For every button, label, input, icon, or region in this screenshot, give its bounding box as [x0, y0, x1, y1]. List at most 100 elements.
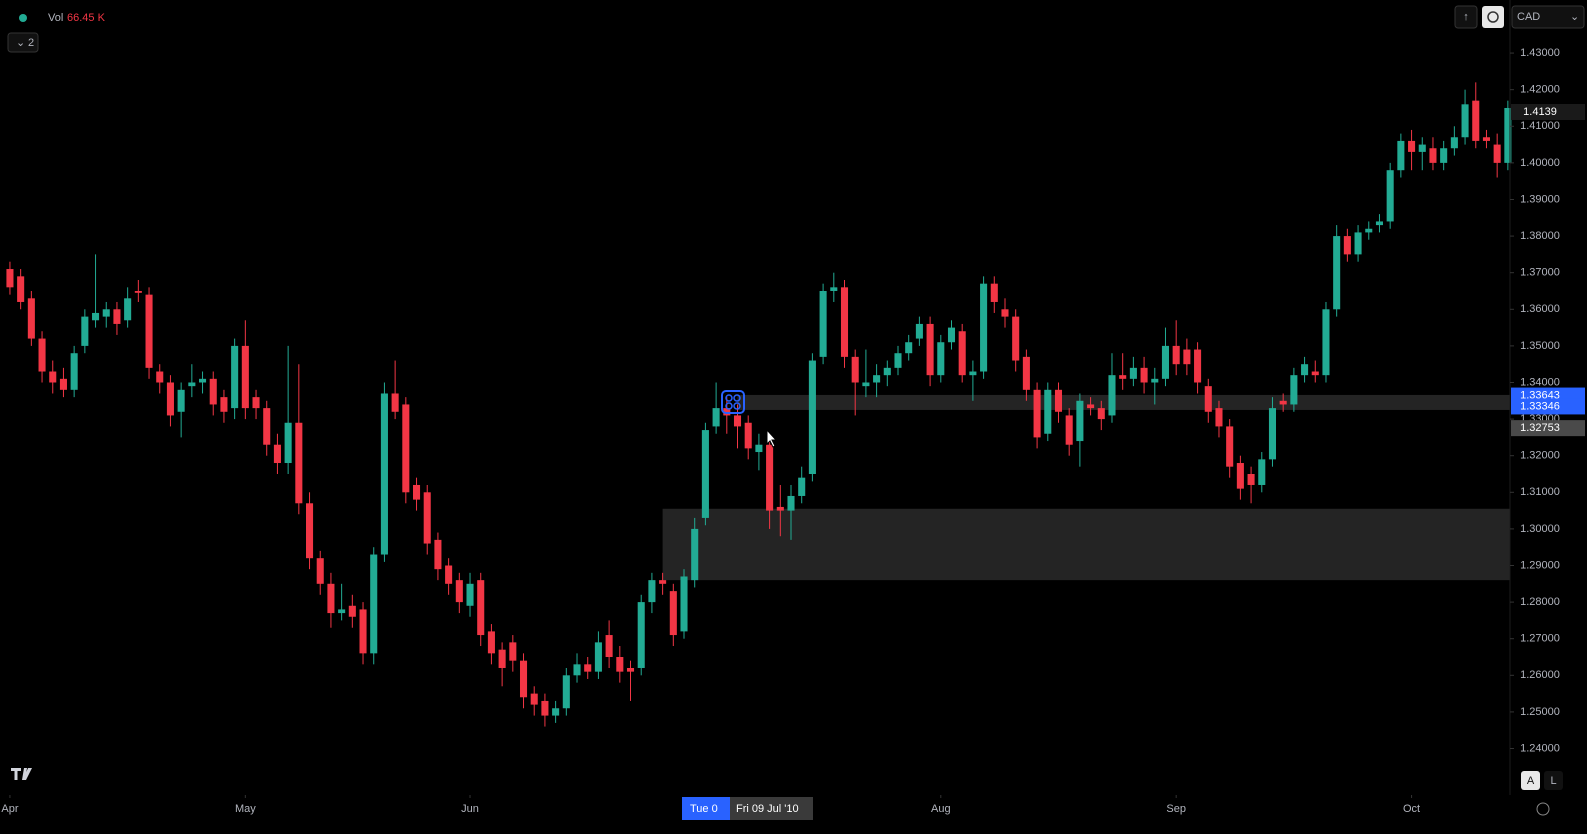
currency-button[interactable]: [1511, 5, 1585, 29]
candle-body: [455, 580, 463, 603]
y-tick-label: 1.34000: [1520, 376, 1560, 388]
candle-body: [220, 397, 228, 412]
candle-body: [1140, 367, 1148, 383]
drag-dot: [733, 402, 741, 410]
candle-body: [883, 367, 891, 376]
candle-body: [1397, 140, 1405, 171]
zone: [662, 508, 1510, 581]
candle-body: [1461, 104, 1469, 138]
candle-body: [445, 565, 453, 584]
candle-body: [1054, 389, 1063, 412]
volume-value: 66.45 K: [67, 12, 106, 24]
candle-body: [348, 605, 356, 617]
y-tick-label: 1.37000: [1520, 267, 1560, 279]
candle-body: [92, 312, 100, 321]
candle-body: [723, 408, 731, 416]
candle-body: [926, 323, 934, 376]
candle-body: [691, 528, 699, 581]
x-tick-label: Oct: [1403, 803, 1420, 815]
y-tick-label: 1.43000: [1520, 47, 1560, 59]
tv-logo: [11, 768, 32, 780]
candle-body: [124, 298, 132, 321]
candle-body: [819, 290, 827, 357]
candle-body: [81, 316, 89, 346]
candle-body: [1386, 170, 1394, 222]
y-tick-label: 1.39000: [1520, 193, 1560, 205]
candle-body: [177, 389, 185, 412]
volume-label: Vol: [48, 12, 63, 24]
y-tick-label: 1.24000: [1520, 742, 1560, 754]
price-label-box: [1511, 398, 1585, 415]
candle-body: [990, 283, 998, 302]
candle-body: [113, 309, 121, 324]
candle-body: [1076, 400, 1084, 442]
candle-body: [1172, 345, 1180, 365]
candle-body: [808, 360, 816, 474]
settings-icon[interactable]: [1536, 802, 1550, 816]
candle-body: [380, 393, 388, 555]
candle-body: [1408, 140, 1416, 152]
price-label: 1.4139: [1523, 106, 1557, 118]
candle-body: [701, 430, 709, 518]
candle-body: [712, 408, 720, 427]
candle-body: [252, 397, 260, 409]
candle-body: [958, 331, 966, 376]
candle-body: [1215, 408, 1223, 427]
drag-handle-frame: [721, 390, 745, 414]
candle-body: [562, 675, 570, 709]
candle-body: [1279, 400, 1287, 405]
candle-body: [316, 558, 324, 584]
candle-body: [1108, 375, 1116, 416]
candle-body: [937, 342, 945, 376]
candle-body: [1087, 404, 1095, 409]
candle-body: [969, 371, 977, 376]
x-tick-label: Apr: [1, 803, 18, 815]
candle-body: [477, 580, 485, 636]
candle-body: [1472, 100, 1480, 141]
up-button[interactable]: [1454, 5, 1478, 29]
candle-body: [755, 444, 763, 453]
candle-body: [1311, 371, 1319, 376]
candle-body: [659, 580, 667, 584]
candle-body: [359, 609, 367, 654]
candle-body: [466, 583, 474, 606]
drag-dot: [725, 394, 733, 402]
candle-body: [733, 415, 742, 427]
candle-body: [1033, 389, 1041, 438]
candle-body: [295, 422, 303, 504]
x-tick-label: Sep: [1166, 803, 1186, 815]
candle-body: [434, 539, 442, 570]
zone: [737, 394, 1510, 410]
y-tick-label: 1.30000: [1520, 523, 1560, 535]
sync-button[interactable]: [1482, 6, 1504, 28]
candle-body: [798, 477, 806, 496]
candle-body: [1322, 309, 1330, 376]
candle-body: [915, 323, 923, 339]
zones: [662, 394, 1510, 581]
candle-body: [1183, 349, 1191, 365]
candle-body: [605, 635, 613, 658]
price-label-box: [1511, 420, 1585, 437]
logo-path: [11, 768, 32, 780]
drag-dot: [725, 402, 733, 410]
y-tick-label: 1.40000: [1520, 157, 1560, 169]
collapse-button[interactable]: [7, 32, 39, 53]
price-label: 1.33346: [1520, 400, 1560, 412]
candle-body: [509, 642, 517, 661]
candle-body: [391, 393, 399, 412]
candle-body: [1129, 367, 1137, 379]
candle-body: [199, 378, 207, 383]
candle-body: [423, 492, 431, 544]
sync-icon: [1487, 11, 1499, 23]
candle-body: [188, 382, 196, 387]
up-arrow: ↑: [1463, 11, 1469, 23]
status-dot: [19, 14, 27, 22]
candle-body: [487, 631, 495, 654]
auto-scale-button[interactable]: [1521, 771, 1540, 790]
log-scale-button[interactable]: [1544, 771, 1563, 790]
candle-body: [594, 642, 602, 672]
candle-body: [370, 554, 378, 654]
candle-body: [787, 495, 795, 511]
